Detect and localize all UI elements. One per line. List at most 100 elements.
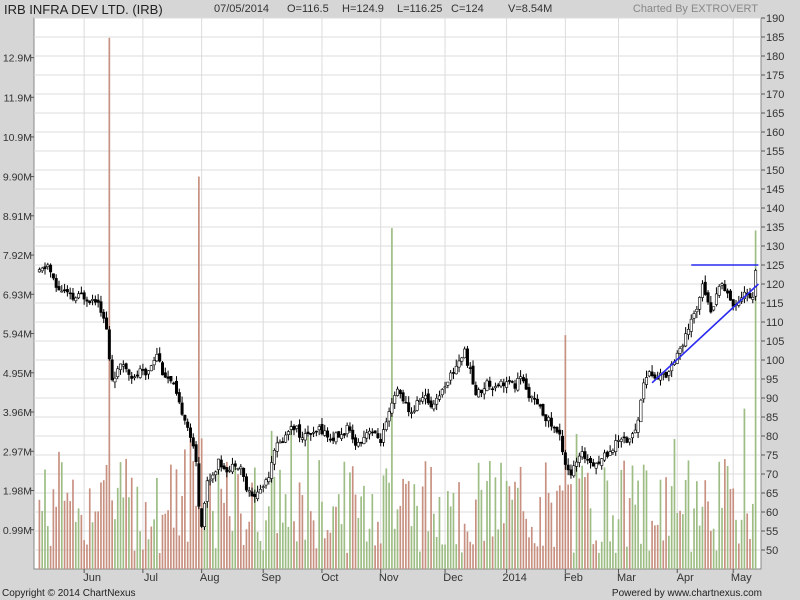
volume-bar [343, 461, 346, 569]
volume-bar [754, 230, 757, 570]
price-tick-label: 180 [766, 51, 784, 63]
volume-bar [335, 506, 337, 569]
price-tick-label: 120 [766, 279, 784, 291]
price-tick-label: 155 [766, 146, 784, 158]
candle-body [314, 430, 318, 433]
candle-body [368, 430, 372, 435]
candle-body [382, 429, 386, 443]
candle-body [326, 430, 330, 438]
volume-tick-label: 9.90M [3, 172, 32, 184]
volume-bar [444, 544, 446, 569]
candle-body [272, 450, 276, 465]
volume-bar [276, 533, 279, 569]
candle-body [454, 365, 458, 375]
x-tick-label: Oct [321, 572, 338, 584]
volume-bar [419, 551, 421, 569]
candle-body [636, 419, 640, 433]
candle-body [135, 374, 139, 377]
candle-body [600, 458, 604, 466]
candle-body [163, 372, 167, 378]
candle-body [706, 292, 710, 303]
volume-bar [396, 509, 399, 569]
candle-body [387, 411, 391, 422]
candle-body [270, 462, 274, 479]
volume-bar [371, 494, 374, 569]
trendline [651, 283, 759, 384]
candle-body [535, 398, 539, 405]
volume-bar [567, 484, 569, 569]
candle-body [37, 269, 41, 273]
candle-body [395, 388, 399, 396]
candle-body [633, 429, 637, 434]
volume-bar [192, 461, 195, 569]
volume-tick-label: 4.95M [3, 368, 32, 380]
volume-tick-label: 2.97M [3, 446, 32, 458]
volume-bar [539, 497, 542, 569]
candle-body [130, 375, 134, 379]
volume-bar [346, 552, 348, 569]
candle-body [376, 433, 380, 439]
candle-body [71, 292, 75, 300]
candle-body [689, 318, 693, 332]
candle-body [183, 414, 187, 421]
header-volume: V=8.54M [508, 3, 553, 15]
candle-body [127, 369, 131, 375]
candle-body [147, 370, 151, 375]
volume-bar [321, 501, 323, 569]
volume-bar [164, 513, 167, 569]
header-open: O=116.5 [287, 3, 329, 15]
volume-bar [181, 496, 183, 569]
candle-body [46, 264, 50, 267]
candle-body [166, 376, 170, 379]
candle-body [583, 451, 587, 460]
candle-body [695, 308, 699, 313]
volume-bar [281, 522, 284, 569]
volume-bar [721, 507, 723, 569]
candle-body [152, 360, 156, 366]
volume-bar [737, 543, 740, 569]
volume-bar [461, 552, 463, 569]
candle-body [379, 438, 383, 443]
volume-bar [743, 408, 746, 569]
chart-title: IRB INFRA DEV LTD. (IRB) [4, 2, 163, 17]
volume-bar [251, 482, 253, 569]
candle-body [323, 430, 327, 436]
candle-body [247, 490, 251, 493]
candle-body [116, 368, 120, 377]
volume-bar [416, 505, 418, 569]
volume-bar [351, 466, 354, 569]
volume-bar [231, 530, 234, 569]
volume-bar [654, 525, 656, 569]
volume-bar [337, 494, 340, 569]
candle-body [317, 426, 321, 431]
volume-bar [226, 461, 228, 569]
volume-bar [301, 495, 304, 569]
candle-body [664, 371, 668, 378]
volume-bar [273, 476, 276, 569]
volume-bar [52, 489, 55, 569]
candle-body [225, 467, 229, 473]
price-tick-label: 75 [766, 450, 778, 462]
volume-bar [729, 489, 732, 569]
candle-body [278, 441, 282, 444]
plot-area [33, 17, 762, 570]
x-tick-label: Sep [261, 572, 281, 584]
candle-body [328, 438, 332, 441]
candle-body [57, 286, 61, 291]
candle-body [549, 417, 553, 427]
volume-bar [304, 539, 307, 569]
candle-body [566, 464, 570, 471]
volume-bar [237, 474, 239, 569]
volume-bar [38, 499, 41, 569]
candle-body [619, 438, 623, 442]
volume-bar [466, 531, 469, 569]
price-tick-label: 140 [766, 203, 784, 215]
volume-bar [349, 472, 351, 569]
candle-body [390, 402, 394, 414]
candle-body [538, 404, 542, 407]
candle-body [275, 442, 279, 452]
copyright: Copyright © 2014 ChartNexus [2, 588, 136, 599]
volume-bar [326, 530, 329, 569]
volume-bar [511, 499, 514, 569]
volume-bar [44, 469, 46, 569]
